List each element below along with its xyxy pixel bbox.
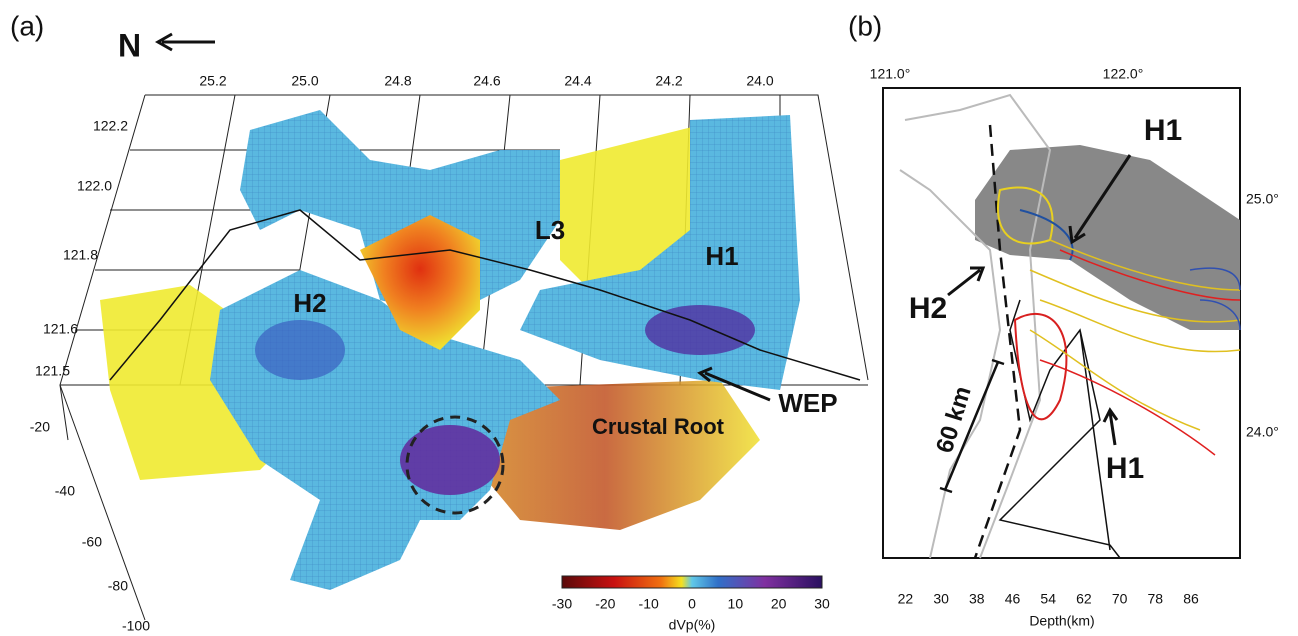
colorbar: 22 30 38 46 54 62 70 78 86 xyxy=(898,591,1199,607)
lon-tick-label: 122.0 xyxy=(77,178,112,194)
colorbar-tick-label: 38 xyxy=(969,591,985,607)
panel-label: (b) xyxy=(848,10,882,41)
lon-tick-label: 121.8 xyxy=(63,247,98,263)
figure: (a) N 25.2 25.0 24.8 24.6 24.4 24.2 24.0 122.2… xyxy=(0,0,1298,636)
colorbar-tick-label: 78 xyxy=(1148,591,1164,607)
lon-ticks: 121.0° 122.0° xyxy=(870,66,1144,82)
depth-tick-label: -80 xyxy=(108,578,128,594)
colorbar-tick-label: 62 xyxy=(1076,591,1092,607)
lat-tick-label: 24.6 xyxy=(473,73,500,89)
colorbar-tick-label: 30 xyxy=(814,596,830,612)
lon-tick-label: 122.0° xyxy=(1103,66,1144,82)
lat-tick-label: 25.0° xyxy=(1246,191,1279,207)
panel-label: (a) xyxy=(10,10,44,41)
lat-tick-label: 24.4 xyxy=(564,73,591,89)
colorbar-tick-label: 86 xyxy=(1183,591,1199,607)
annotation: H1 xyxy=(1106,452,1144,485)
north-arrow xyxy=(158,34,215,50)
colorbar-tick-label: 20 xyxy=(771,596,787,612)
lon-tick-label: 121.5 xyxy=(35,363,70,379)
lat-ticks: 25.2 25.0 24.8 24.6 24.4 24.2 24.0 xyxy=(199,73,773,89)
north-label: N xyxy=(118,27,141,63)
annotation: WEP xyxy=(778,388,837,418)
annotation: H2 xyxy=(293,288,326,318)
annotation: H1 xyxy=(705,241,738,271)
lat-tick-label: 25.2 xyxy=(199,73,226,89)
depth-tick-label: -60 xyxy=(82,534,102,550)
lat-ticks: 25.0° 24.0° xyxy=(1246,191,1279,440)
annotation: H2 xyxy=(909,292,947,325)
lon-tick-label: 121.6 xyxy=(43,321,78,337)
depth-tick-label: -100 xyxy=(122,618,150,634)
colorbar-tick-label: 22 xyxy=(898,591,914,607)
lat-tick-label: 25.0 xyxy=(291,73,318,89)
panel-a: (a) N 25.2 25.0 24.8 24.6 24.4 24.2 24.0 122.2… xyxy=(10,10,868,633)
lat-tick-label: 24.0 xyxy=(746,73,773,89)
colorbar-tick-label: 54 xyxy=(1040,591,1056,607)
colorbar xyxy=(562,576,822,588)
colorbar-label: Depth(km) xyxy=(1029,613,1094,629)
colorbar-tick-label: 0 xyxy=(688,596,696,612)
colorbar-tick-label: -20 xyxy=(595,596,615,612)
lon-tick-label: 121.0° xyxy=(870,66,911,82)
colorbar-tick-label: 70 xyxy=(1112,591,1128,607)
lat-tick-label: 24.8 xyxy=(384,73,411,89)
velocity-blobs xyxy=(100,110,860,590)
depth-tick-label: -40 xyxy=(55,483,75,499)
colorbar-tick-label: 10 xyxy=(728,596,744,612)
annotation: H1 xyxy=(1144,114,1182,147)
colorbar-ticks: -30 -20 -10 0 10 20 30 xyxy=(552,596,830,612)
colorbar-tick-label: -30 xyxy=(552,596,572,612)
lon-tick-label: 122.2 xyxy=(93,118,128,134)
colorbar-tick-label: -10 xyxy=(639,596,659,612)
annotation: L3 xyxy=(535,215,565,245)
lat-tick-label: 24.0° xyxy=(1246,424,1279,440)
colorbar-tick-label: 30 xyxy=(933,591,949,607)
lat-tick-label: 24.2 xyxy=(655,73,682,89)
colorbar-label: dVp(%) xyxy=(669,617,716,633)
depth-tick-label: -20 xyxy=(30,419,50,435)
colorbar-tick-label: 46 xyxy=(1005,591,1021,607)
annotation: Crustal Root xyxy=(592,414,725,439)
